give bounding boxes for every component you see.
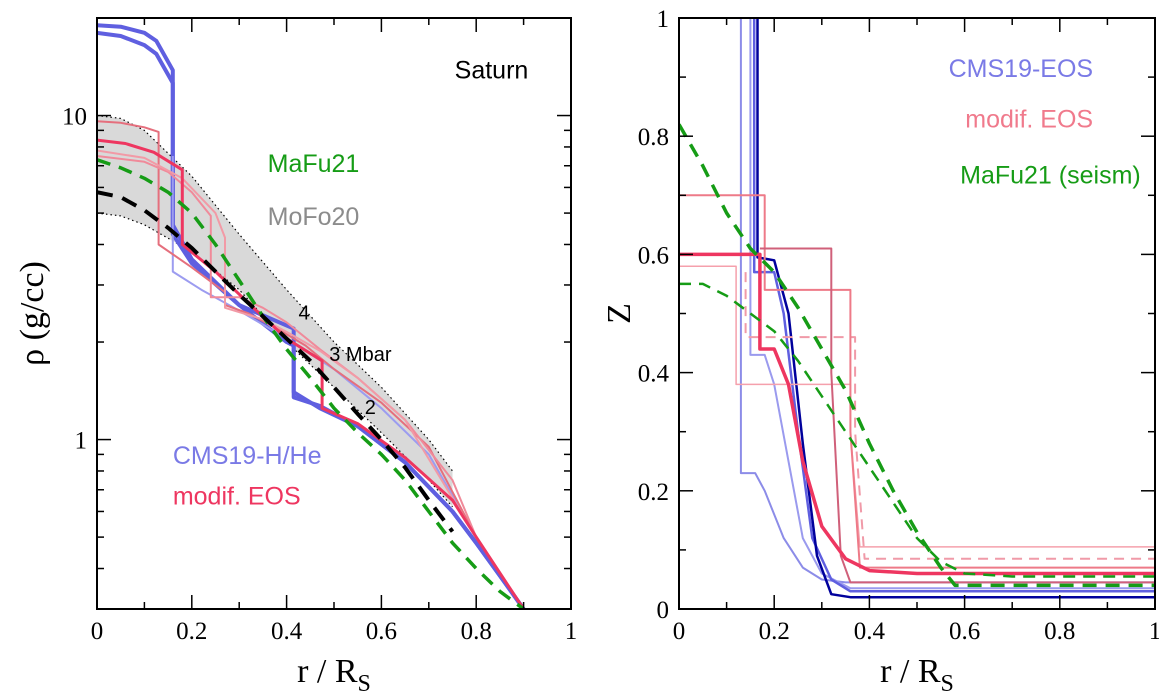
x-tick-label: 0.2 (176, 618, 207, 645)
series-line-1 (749, 18, 1155, 590)
series-group (679, 18, 1155, 599)
y-tick-label: 10 (62, 104, 87, 131)
series-line-8 (97, 190, 455, 533)
x-axis-title: r / RS (880, 653, 954, 692)
y-axis-title: Z (601, 303, 638, 324)
series-line-7 (759, 247, 1155, 584)
y-tick-label: 0 (657, 597, 670, 624)
pressure-label: 2 (365, 397, 376, 419)
x-tick-label: 0.8 (461, 618, 492, 645)
x-tick-label: 0 (673, 618, 686, 645)
y-tick-label: 1 (657, 6, 670, 33)
annotation-label: MaFu21 (268, 150, 360, 178)
annotation-label: MaFu21 (seism) (960, 161, 1141, 189)
series-line-5 (744, 272, 1155, 560)
series-group (97, 23, 526, 609)
x-tick-label: 0.4 (854, 618, 886, 645)
density-profile-panel: 0 0.2 0.4 0.6 0.8 1 1 10 r / RS ρ (g/cc) Saturn MaF… (14, 17, 578, 692)
pressure-label: 3 Mbar (329, 344, 392, 366)
annotation-label: CMS19-EOS (949, 55, 1093, 83)
heavy-element-profile-panel: 0 0.2 0.4 0.6 0.8 1 0 0.2 0.4 0.6 0.8 1 r / RS Z CMS19… (601, 6, 1159, 692)
pressure-label: 4 (298, 302, 309, 324)
series-line-3 (97, 120, 525, 609)
x-tick-label: 0 (91, 618, 104, 645)
mofo20-band (97, 115, 453, 507)
x-tick-label: 1 (565, 618, 578, 645)
x-axis-title: r / RS (297, 653, 371, 692)
series-line-0 (739, 18, 1155, 584)
series-line-7 (97, 158, 525, 609)
x-tick-label: 0.8 (1044, 618, 1075, 645)
annotation-label: modif. EOS (965, 105, 1093, 133)
x-tick-label: 1 (1149, 618, 1159, 645)
x-tick-label: 0.6 (366, 618, 397, 645)
series-line-8 (679, 252, 1155, 576)
annotation-label: CMS19-H/He (173, 442, 322, 470)
annotation-label: MoFo20 (268, 203, 360, 231)
series-line-9 (679, 123, 1155, 588)
plot-frame (96, 17, 572, 610)
annotation-label: modif. EOS (173, 483, 301, 511)
series-line-10 (679, 282, 1155, 578)
series-line-4 (97, 155, 525, 609)
y-tick-label: 1 (75, 428, 88, 455)
y-tick-label: 0.2 (638, 479, 669, 506)
annotation-label: Saturn (455, 57, 529, 85)
y-axis-title: ρ (g/cc) (14, 261, 51, 366)
mofo20-band-lower (96, 212, 453, 508)
x-tick-label: 0.4 (271, 618, 303, 645)
y-tick-label: 0.6 (638, 242, 669, 269)
x-tick-label: 0.2 (759, 618, 790, 645)
y-tick-label: 0.4 (638, 361, 670, 388)
y-tick-label: 0.8 (638, 124, 669, 151)
series-line-3 (756, 18, 1155, 599)
x-tick-label: 0.6 (949, 618, 980, 645)
